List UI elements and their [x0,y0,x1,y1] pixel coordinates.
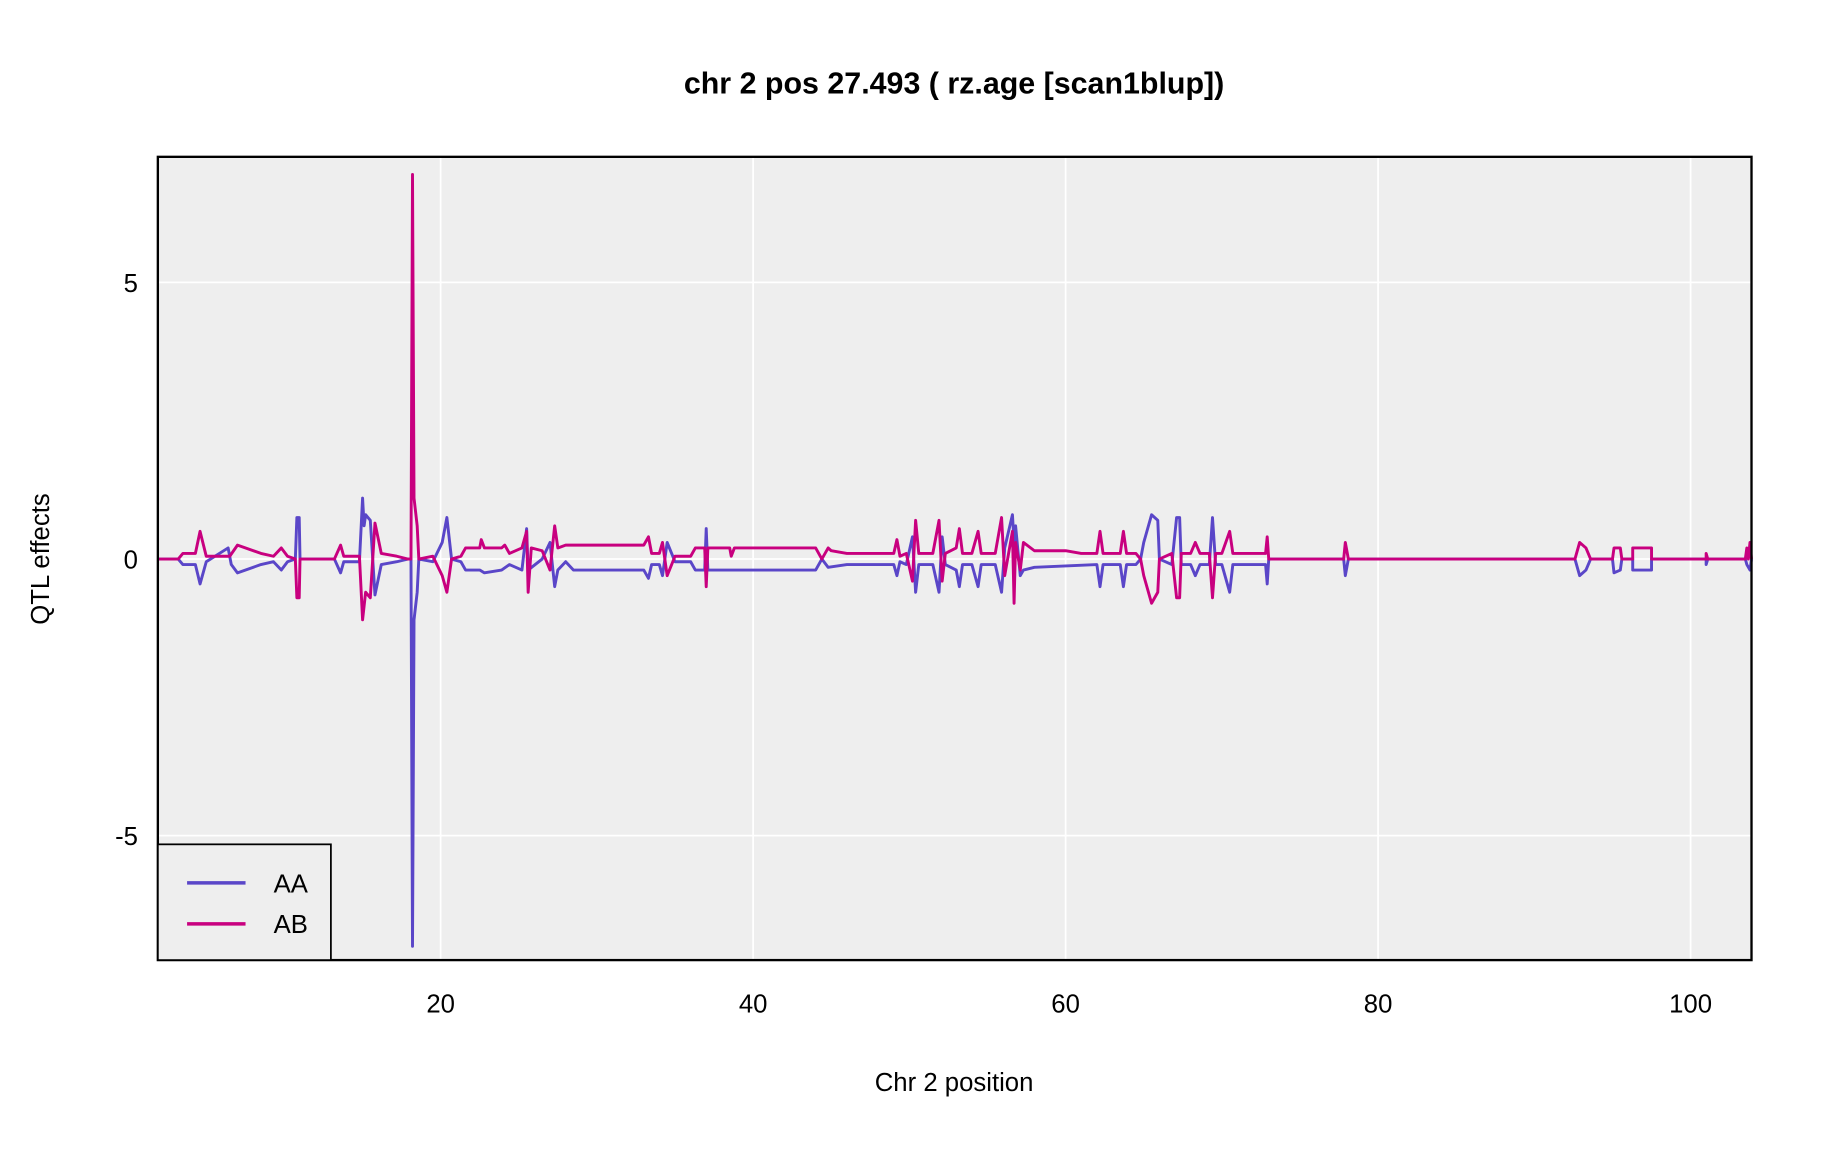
y-tick-label: 0 [124,546,138,574]
y-tick-label: -5 [115,823,138,851]
series-line-aa [157,496,1753,948]
legend: AA AB [156,843,332,961]
x-axis: 20 40 60 80 100 [426,991,1712,1019]
y-tick-label: 5 [124,270,138,298]
x-tick-label: 100 [1669,991,1712,1019]
x-tick-label: 80 [1364,991,1393,1019]
series-line-ab [157,173,1753,622]
plot-frame [156,155,1753,962]
chart-title: chr 2 pos 27.493 ( rz.age [scan1blup]) [684,67,1224,101]
x-axis-label: Chr 2 position [875,1069,1034,1097]
legend-label-ab: AB [274,911,308,939]
y-axis-label: QTL effects [27,493,55,625]
y-axis: -5 0 5 [115,270,138,851]
legend-label-aa: AA [274,870,309,898]
x-tick-label: 60 [1051,991,1080,1019]
x-tick-label: 20 [426,991,455,1019]
series-lines [157,173,1753,948]
legend-box [156,843,332,961]
x-tick-label: 40 [739,991,768,1019]
